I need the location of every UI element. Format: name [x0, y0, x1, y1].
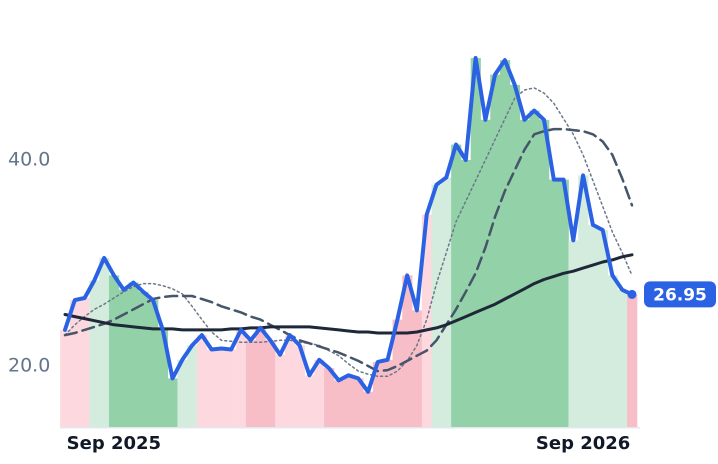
regime-bar: [265, 340, 276, 428]
regime-bar: [69, 300, 81, 428]
regime-bar: [79, 298, 90, 428]
regime-bar: [245, 340, 257, 428]
y-tick-label: 20.0: [8, 355, 50, 377]
regime-bar: [304, 375, 315, 428]
regime-bar: [372, 361, 384, 428]
regime-bar: [392, 319, 403, 428]
regime-bar: [177, 359, 188, 428]
regime-bar: [314, 359, 325, 428]
regime-bar: [627, 294, 638, 428]
regime-bar: [255, 327, 266, 428]
regime-bar: [558, 179, 569, 428]
regime-bar: [382, 359, 393, 428]
regime-bar: [60, 329, 71, 428]
regime-bar: [539, 119, 550, 428]
regime-bar: [353, 378, 364, 428]
regime-bar: [412, 310, 423, 428]
regime-bar: [138, 291, 149, 428]
last-point: [627, 289, 637, 299]
regime-bar: [118, 289, 129, 428]
series-line: [63, 253, 634, 335]
regime-bar: [206, 349, 217, 428]
regime-bar: [167, 378, 178, 428]
last-value-box: [644, 281, 716, 308]
series-line: [63, 127, 634, 373]
y-tick-label: 40.0: [8, 149, 50, 171]
regime-bar: [226, 349, 237, 428]
regime-bar: [343, 375, 354, 428]
regime-bar: [421, 214, 432, 428]
regime-bar: [451, 144, 462, 428]
regime-bar: [490, 74, 501, 428]
x-tick-label: Sep 2025: [67, 433, 161, 454]
regime-bar: [519, 119, 530, 428]
regime-bar: [578, 175, 589, 428]
regime-bar: [597, 230, 608, 428]
regime-bar: [324, 368, 335, 428]
regime-bar: [548, 179, 560, 428]
regime-bar: [431, 184, 442, 428]
series-line: [64, 87, 633, 378]
last-value-label: 26.95: [653, 285, 707, 305]
regime-bar: [441, 177, 452, 428]
regime-bar: [402, 275, 413, 428]
regime-bar: [294, 345, 305, 428]
regime-bar: [128, 282, 139, 428]
series-line: [63, 56, 634, 394]
regime-bar: [89, 280, 100, 428]
regime-bar: [108, 275, 120, 428]
regime-bar: [363, 391, 374, 428]
regime-bar: [568, 240, 579, 428]
regime-bar: [275, 354, 286, 428]
regime-bar: [607, 275, 618, 428]
regime-bar: [99, 257, 110, 428]
regime-bar: [196, 335, 208, 428]
regime-bar: [509, 84, 520, 428]
regime-bar: [470, 58, 481, 428]
regime-bar: [236, 329, 247, 428]
regime-bar: [284, 335, 296, 428]
regime-bar: [216, 348, 227, 428]
regime-bar: [157, 329, 169, 428]
regime-bar: [148, 300, 159, 428]
regime-bar: [529, 110, 540, 428]
regime-bar: [187, 345, 198, 428]
regime-bar: [500, 60, 511, 428]
regime-bar: [588, 224, 599, 428]
x-tick-label: Sep 2026: [536, 433, 630, 454]
regime-bar: [333, 380, 345, 428]
regime-bar: [480, 119, 491, 428]
regime-bar: [617, 289, 628, 428]
